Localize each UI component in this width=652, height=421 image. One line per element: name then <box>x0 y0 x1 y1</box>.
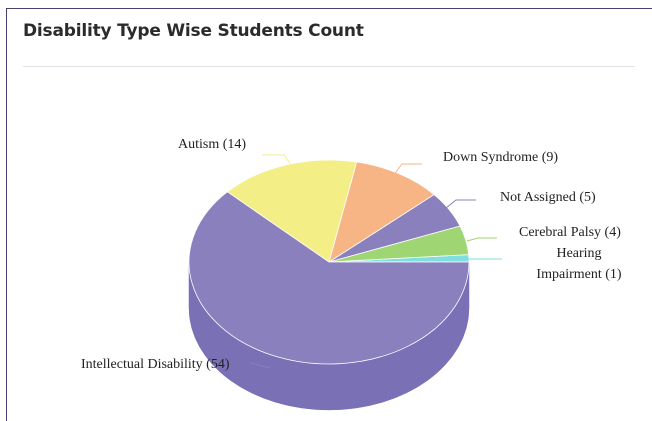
slice-down-syndrome[interactable] <box>328 161 435 263</box>
leader-line-not-assigned <box>445 199 476 209</box>
leader-line-autism <box>262 154 293 167</box>
data-label-cerebral-palsy: Cerebral Palsy (4) <box>519 225 621 240</box>
card-title: Disability Type Wise Students Count <box>23 21 364 41</box>
leader-line-intellectual-disability <box>249 362 271 369</box>
data-label-hearing-impairment: Hearing Impairment (1) <box>536 246 621 282</box>
data-label-down-syndrome: Down Syndrome (9) <box>443 150 558 165</box>
title-divider <box>23 66 635 67</box>
data-label-autism: Autism (14) <box>178 137 246 152</box>
leader-line-down-syndrome <box>392 163 422 177</box>
leader-line-cerebral-palsy <box>466 237 497 242</box>
slice-intellectual-disability[interactable] <box>188 191 470 365</box>
slice-autism[interactable] <box>226 159 358 263</box>
data-label-intellectual-disability: Intellectual Disability (54) <box>81 357 230 372</box>
data-label-not-assigned: Not Assigned (5) <box>500 190 596 205</box>
